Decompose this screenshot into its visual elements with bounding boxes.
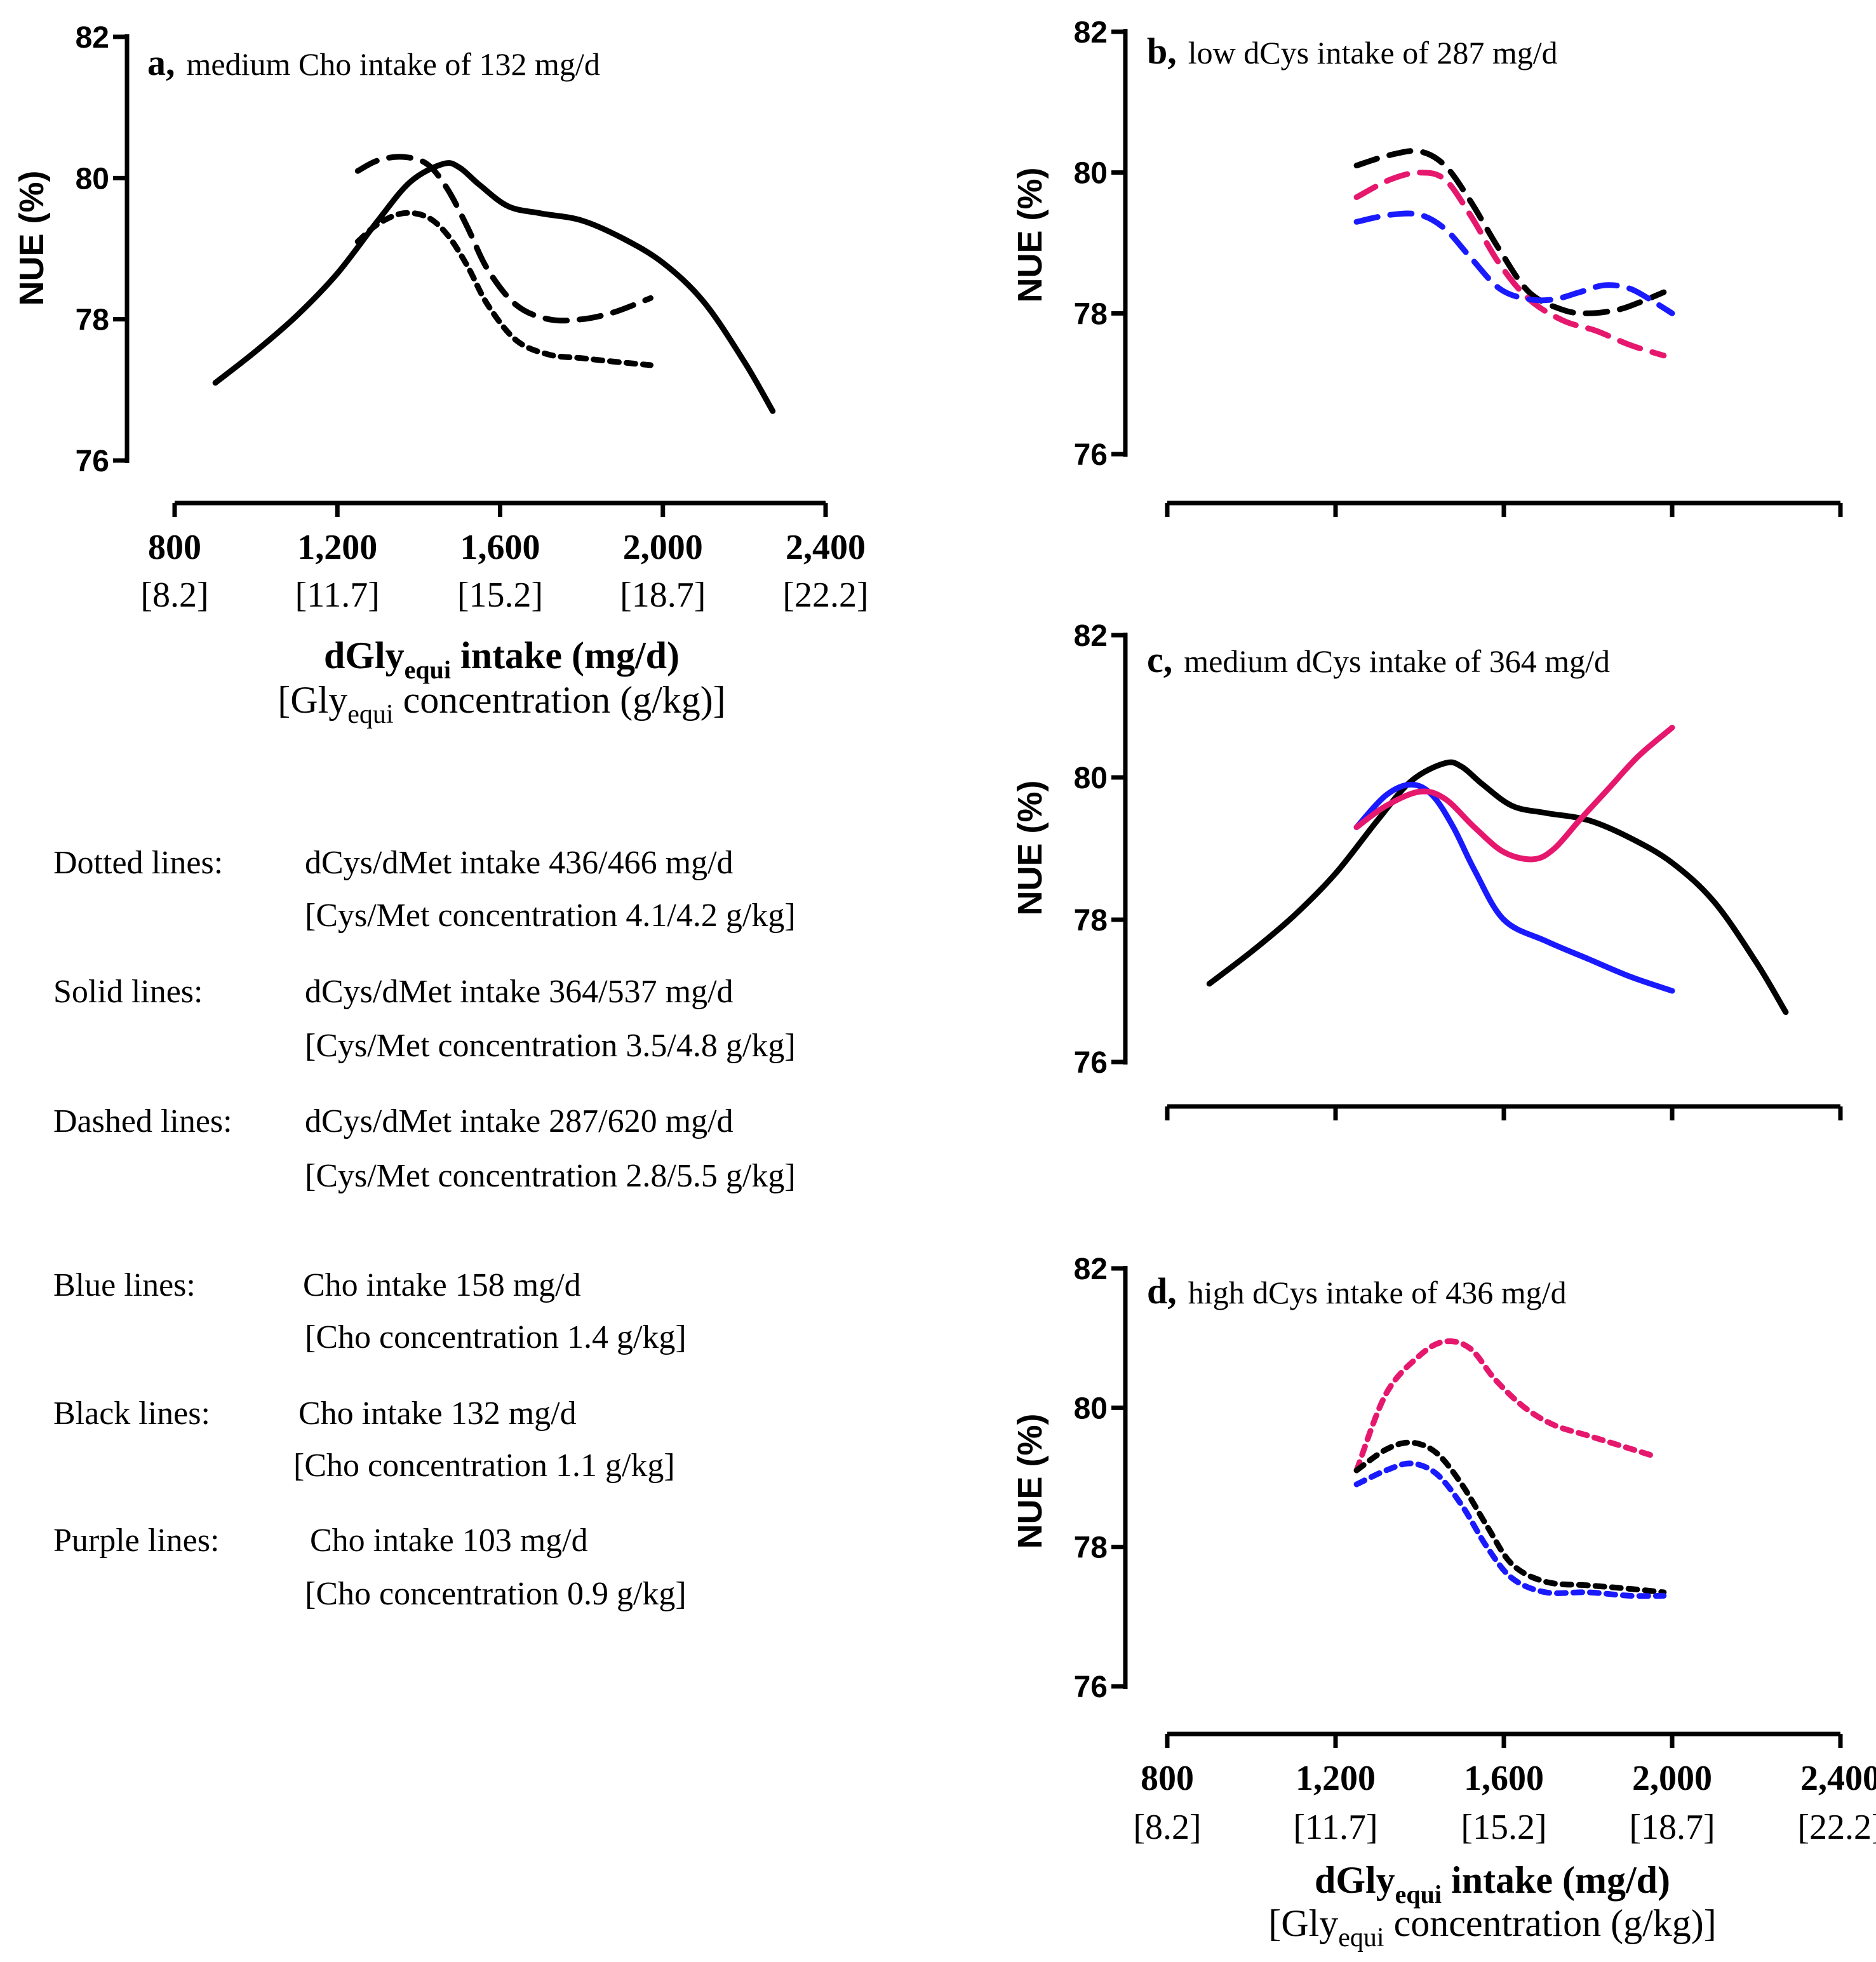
panel-title-b: b, low dCys intake of 287 mg/d [1147, 30, 1558, 72]
x-tick-label-d-2400: 2,400 [1800, 1759, 1876, 1798]
series-d-purple-dotted [1353, 1338, 1658, 1474]
y-tick-label-d-78: 78 [1074, 1531, 1108, 1565]
x-tick-label-d-800: 800 [1141, 1759, 1194, 1798]
y-tick-label-a-78: 78 [76, 304, 109, 337]
legend-label-black: Black lines: [53, 1395, 210, 1432]
legend: Dotted lines: dCys/dMet intake 436/466 m… [53, 845, 796, 1612]
x-tick-label-d-1600: 1,600 [1464, 1759, 1544, 1798]
y-tick-label-b-76: 76 [1074, 438, 1108, 472]
y-axis-label-d: NUE (%) [1011, 1414, 1049, 1549]
xlabel-a-conc: [Glyequi concentration (g/kg)] [278, 679, 725, 729]
legend-line2-purple: [Cho concentration 0.9 g/kg] [305, 1576, 687, 1612]
x-tick-label-a-1600: 1,600 [460, 528, 540, 567]
panel-title-d: d, high dCys intake of 436 mg/d [1147, 1270, 1567, 1312]
x-conc-label-d-800: [8.2] [1133, 1808, 1201, 1847]
legend-line1-solid: dCys/dMet intake 364/537 mg/d [305, 974, 734, 1010]
legend-line1-dotted: dCys/dMet intake 436/466 mg/d [305, 845, 734, 881]
y-tick-label-d-76: 76 [1074, 1670, 1108, 1704]
series-d-black-dotted [1353, 1439, 1667, 1596]
series-a-black-solid [212, 160, 776, 414]
xlabel-panel-a: dGlyequi intake (mg/d) [Glyequi concentr… [278, 635, 725, 729]
y-tick-label-d-80: 80 [1074, 1392, 1108, 1425]
panel-c: 76 78 80 82 NUE (%) c, medium dCys intake of 3… [1011, 619, 1843, 1120]
panel-title-text-c: medium dCys intake of 364 mg/d [1184, 643, 1610, 679]
legend-label-purple: Purple lines: [53, 1522, 219, 1559]
series-c-purple-solid [1353, 725, 1675, 863]
series-b-purple-dashed [1353, 170, 1667, 359]
xlabel-d-main: dGlyequi intake (mg/d) [1315, 1859, 1670, 1909]
series-b-blue-dashed [1353, 210, 1675, 316]
panel-title-text-a: medium Cho intake of 132 mg/d [187, 46, 600, 82]
panel-letter-d: d, [1147, 1270, 1177, 1312]
x-conc-label-d-2400: [22.2] [1797, 1808, 1876, 1847]
legend-line2-blue: [Cho concentration 1.4 g/kg] [305, 1319, 687, 1355]
legend-label-solid: Solid lines: [53, 974, 203, 1010]
xlabel-panel-d: dGlyequi intake (mg/d) [Glyequi concentr… [1268, 1859, 1716, 1952]
panel-d: 76 78 80 82 NUE (%) 800 [8.2] 1,200 [11.7] 1,600 [… [1011, 1253, 1876, 1847]
x-tick-label-a-800: 800 [148, 528, 201, 567]
x-conc-label-d-1600: [15.2] [1461, 1808, 1546, 1847]
y-tick-label-b-80: 80 [1074, 157, 1108, 191]
y-tick-label-a-80: 80 [76, 162, 109, 196]
x-conc-label-d-1200: [11.7] [1293, 1808, 1377, 1847]
series-c-blue-solid [1353, 781, 1675, 994]
legend-line1-dashed: dCys/dMet intake 287/620 mg/d [305, 1103, 734, 1139]
panel-letter-a: a, [147, 42, 175, 83]
x-conc-label-a-1600: [15.2] [457, 575, 543, 615]
x-conc-label-a-2000: [18.7] [620, 575, 706, 615]
legend-line2-dotted: [Cys/Met concentration 4.1/4.2 g/kg] [305, 897, 796, 934]
series-c-black-solid [1206, 759, 1789, 1016]
y-axis-label-c: NUE (%) [1011, 781, 1049, 916]
x-tick-label-d-2000: 2,000 [1632, 1759, 1712, 1798]
series-a-black-dashed [354, 154, 653, 324]
x-conc-label-d-2000: [18.7] [1629, 1808, 1715, 1847]
series-a-black-dotted [354, 210, 653, 368]
y-tick-label-c-80: 80 [1074, 762, 1108, 795]
y-tick-label-b-82: 82 [1074, 16, 1108, 50]
legend-line2-dashed: [Cys/Met concentration 2.8/5.5 g/kg] [305, 1158, 796, 1194]
panel-b: 76 78 80 82 NUE (%) b, low dCys intake of 287 … [1011, 16, 1843, 517]
y-tick-label-c-76: 76 [1074, 1046, 1108, 1080]
x-tick-label-a-2000: 2,000 [623, 528, 703, 567]
panel-a: 76 78 80 82 NUE (%) 800 [8.2] 1,200 [11.7] 1,600 [… [13, 21, 869, 615]
y-tick-label-a-82: 82 [76, 21, 109, 55]
x-conc-label-a-1200: [11.7] [295, 575, 380, 615]
x-tick-label-a-2400: 2,400 [786, 528, 866, 567]
legend-label-dashed: Dashed lines: [53, 1103, 232, 1139]
y-tick-label-a-76: 76 [76, 445, 109, 478]
panel-title-a: a, medium Cho intake of 132 mg/d [147, 42, 600, 83]
legend-line1-blue: Cho intake 158 mg/d [303, 1267, 581, 1303]
panel-letter-c: c, [1147, 639, 1172, 680]
legend-label-blue: Blue lines: [53, 1267, 196, 1303]
series-d-blue-dotted [1353, 1460, 1667, 1599]
panel-title-text-b: low dCys intake of 287 mg/d [1188, 35, 1558, 71]
legend-line2-black: [Cho concentration 1.1 g/kg] [293, 1448, 675, 1484]
legend-label-dotted: Dotted lines: [53, 845, 223, 881]
legend-line2-solid: [Cys/Met concentration 3.5/4.8 g/kg] [305, 1028, 796, 1064]
y-tick-label-c-78: 78 [1074, 904, 1108, 937]
y-tick-label-b-78: 78 [1074, 297, 1108, 331]
x-conc-label-a-2400: [22.2] [782, 575, 868, 615]
x-conc-label-a-800: [8.2] [140, 575, 208, 615]
panel-title-c: c, medium dCys intake of 364 mg/d [1147, 639, 1610, 680]
y-tick-label-c-82: 82 [1074, 619, 1108, 653]
legend-line1-black: Cho intake 132 mg/d [298, 1395, 577, 1432]
series-b-black-dashed [1353, 148, 1667, 316]
panel-title-text-d: high dCys intake of 436 mg/d [1188, 1275, 1567, 1310]
xlabel-a-main: dGlyequi intake (mg/d) [324, 635, 680, 684]
y-axis-label-a: NUE (%) [13, 171, 51, 306]
y-axis-label-b: NUE (%) [1011, 168, 1049, 303]
x-tick-label-d-1200: 1,200 [1296, 1759, 1376, 1798]
y-tick-label-d-82: 82 [1074, 1253, 1108, 1286]
x-tick-label-a-1200: 1,200 [297, 528, 377, 567]
xlabel-d-conc: [Glyequi concentration (g/kg)] [1268, 1902, 1716, 1952]
panel-letter-b: b, [1147, 30, 1177, 72]
legend-line1-purple: Cho intake 103 mg/d [310, 1522, 588, 1559]
